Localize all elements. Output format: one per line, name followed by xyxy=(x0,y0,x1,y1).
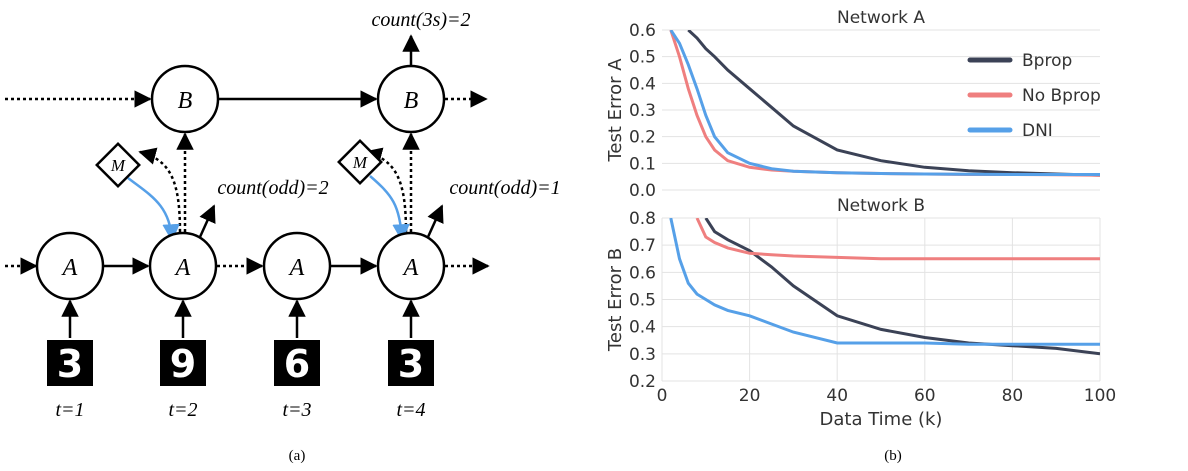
time-label: t=3 xyxy=(282,399,311,421)
time-label: t=4 xyxy=(396,399,425,421)
digit-image xyxy=(388,340,434,386)
gradient-arrow xyxy=(127,177,180,242)
x-tick-label: 60 xyxy=(914,386,936,406)
y-tick-label: 0.5 xyxy=(629,291,656,311)
chart-title: Network A xyxy=(837,8,925,28)
digit-image xyxy=(160,340,206,386)
y-tick-label: 0.3 xyxy=(629,101,656,121)
legend-label: No Bprop xyxy=(1022,86,1101,106)
caption: (a) xyxy=(289,448,306,464)
arrow xyxy=(198,204,216,238)
node-label: M xyxy=(352,153,368,172)
node-label: A xyxy=(402,255,419,281)
node-label: B xyxy=(404,88,419,114)
node-a xyxy=(376,231,446,301)
node-label: A xyxy=(61,255,78,281)
y-tick-label: 0.3 xyxy=(629,345,656,365)
series-line xyxy=(669,30,1100,176)
charts: 0.0 0.1 0.2 0.3 0.4 0.5 0.6 Network A Test Error… xyxy=(605,8,1116,430)
x-tick-label: 20 xyxy=(739,386,761,406)
node-label: A xyxy=(288,255,305,281)
node-a xyxy=(148,231,218,301)
y-tick-label: 0.6 xyxy=(629,21,656,41)
y-tick-label: 0.2 xyxy=(629,128,656,148)
y-tick-label: 0.0 xyxy=(629,181,656,201)
digit-image xyxy=(47,340,93,386)
digit: 9 xyxy=(170,342,196,386)
legend-label: DNI xyxy=(1022,121,1053,141)
node-label: M xyxy=(110,156,126,175)
y-tick-label: 0.4 xyxy=(629,318,656,338)
output-label: count(odd)=1 xyxy=(449,177,560,199)
series-line xyxy=(704,218,1100,356)
x-tick-label: 100 xyxy=(1084,386,1116,406)
node-m xyxy=(337,139,383,185)
node-a xyxy=(35,231,105,301)
series-line xyxy=(669,218,1100,346)
arrow xyxy=(426,204,444,238)
series-line xyxy=(687,30,1100,177)
output-label: count(3s)=2 xyxy=(371,9,470,31)
legend-label: Bprop xyxy=(1022,51,1072,71)
x-tick-label: 80 xyxy=(1002,386,1024,406)
digit: 3 xyxy=(398,342,424,386)
series-line xyxy=(695,218,1100,261)
y-tick-label: 0.4 xyxy=(629,74,656,94)
digit: 3 xyxy=(57,342,83,386)
y-axis-label: Test Error B xyxy=(605,248,626,352)
caption: (b) xyxy=(884,448,902,464)
y-tick-label: 0.7 xyxy=(629,236,656,256)
y-tick-label: 0.8 xyxy=(629,209,656,229)
digit: 6 xyxy=(284,342,310,386)
time-label: t=2 xyxy=(168,399,197,421)
node-label: A xyxy=(174,255,191,281)
y-tick-label: 0.1 xyxy=(629,154,656,174)
x-tick-label: 40 xyxy=(826,386,848,406)
y-tick-label: 0.5 xyxy=(629,48,656,68)
y-axis-label: Test Error A xyxy=(605,58,626,163)
x-axis-label: Data Time (k) xyxy=(820,409,943,430)
chart-title: Network B xyxy=(837,196,925,216)
node-m xyxy=(95,142,141,188)
node-a xyxy=(262,231,332,301)
x-tick-label: 0 xyxy=(657,386,668,406)
node-b xyxy=(376,64,446,134)
y-tick-label: 0.2 xyxy=(629,372,656,392)
node-label: B xyxy=(178,88,193,114)
time-label: t=1 xyxy=(55,399,84,421)
y-tick-label: 0.6 xyxy=(629,263,656,283)
node-b xyxy=(150,64,220,134)
gradient-arrow xyxy=(369,175,410,242)
digit-image xyxy=(274,340,320,386)
output-label: count(odd)=2 xyxy=(217,177,328,199)
